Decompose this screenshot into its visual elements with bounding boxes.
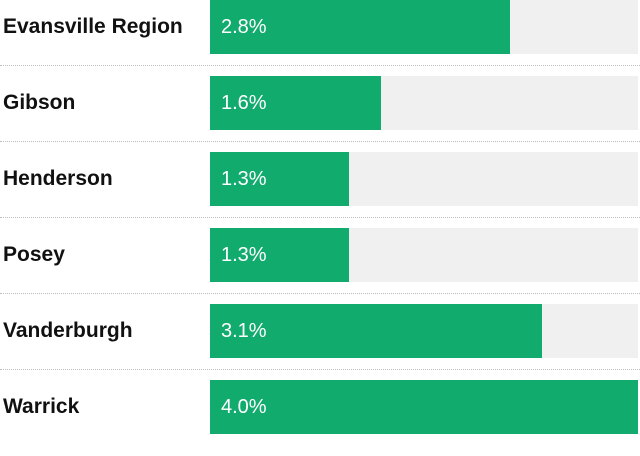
row-divider [0,65,640,66]
row-divider [0,293,640,294]
bar-row: Warrick 4.0% [0,380,640,456]
bar [210,380,638,434]
bar-row: Henderson 1.3% [0,152,640,228]
bar [210,304,542,358]
category-label: Evansville Region [3,15,183,38]
bar [210,0,510,54]
value-label: 2.8% [221,16,267,38]
bar-row: Vanderburgh 3.1% [0,304,640,380]
bar [210,228,349,282]
row-divider [0,141,640,142]
category-label: Gibson [3,91,76,114]
row-divider [0,369,640,370]
bar-row: Posey 1.3% [0,228,640,304]
value-label: 1.6% [221,92,267,114]
bar [210,76,381,130]
bar-track: 1.6% [210,76,638,130]
value-label: 3.1% [221,320,267,342]
bar-track: 2.8% [210,0,638,54]
bar-chart: Evansville Region 2.8% Gibson 1.6% Henderson… [0,0,640,434]
bar-row: Gibson 1.6% [0,76,640,152]
row-divider [0,217,640,218]
category-label: Vanderburgh [3,319,133,342]
bar-track: 4.0% [210,380,638,434]
category-label: Warrick [3,395,80,418]
value-label: 1.3% [221,168,267,190]
value-label: 1.3% [221,244,267,266]
bar-track: 3.1% [210,304,638,358]
bar-row: Evansville Region 2.8% [0,0,640,76]
value-label: 4.0% [221,396,267,418]
category-label: Posey [3,243,65,266]
category-label: Henderson [3,167,113,190]
bar [210,152,349,206]
bar-track: 1.3% [210,152,638,206]
bar-track: 1.3% [210,228,638,282]
